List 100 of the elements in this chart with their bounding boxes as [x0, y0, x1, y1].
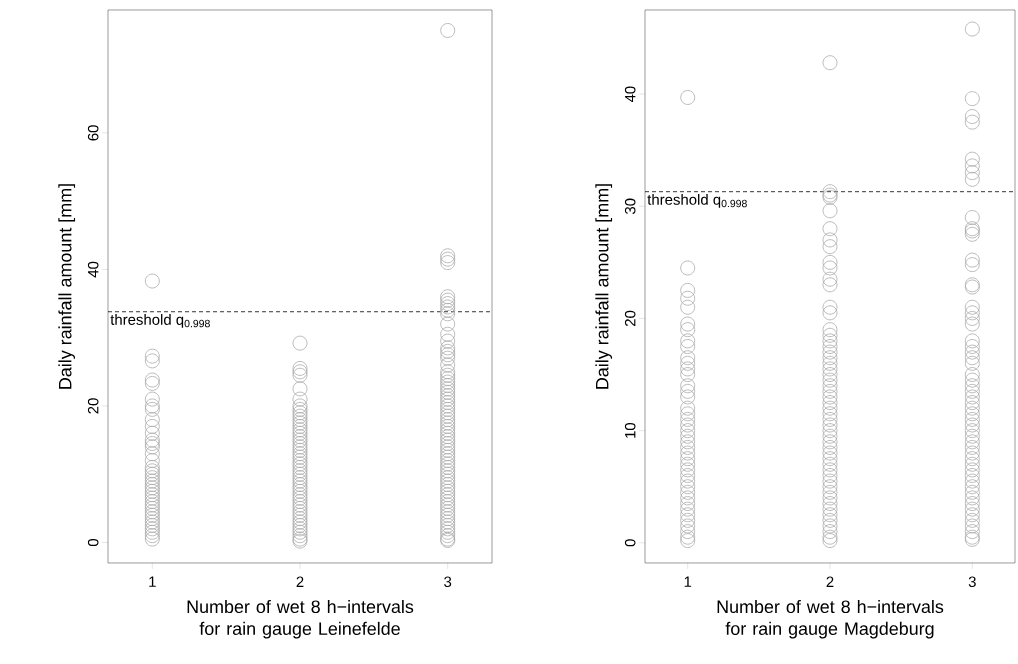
point	[680, 529, 696, 545]
point	[822, 484, 838, 500]
point	[822, 518, 838, 534]
point	[964, 440, 980, 455]
point	[680, 507, 696, 523]
point	[964, 372, 980, 388]
point	[964, 451, 980, 467]
point	[964, 445, 980, 461]
point	[144, 412, 160, 428]
x-axis-title: Number of wet 8 h−intervals for rain gauge Leinefelde	[187, 599, 414, 639]
point	[144, 425, 160, 441]
point	[822, 533, 838, 548]
point	[822, 434, 838, 450]
point	[822, 423, 838, 439]
point	[822, 451, 838, 467]
ref-line-label: threshold q$_{0.998}$	[647, 193, 747, 208]
point	[144, 436, 160, 451]
point	[964, 367, 980, 382]
point	[964, 257, 980, 273]
point	[822, 507, 838, 523]
point	[680, 355, 696, 371]
point	[680, 417, 696, 433]
point	[144, 477, 160, 492]
point	[144, 518, 160, 533]
point	[680, 445, 696, 461]
point	[680, 451, 696, 467]
x-tick-label: 2	[296, 576, 304, 587]
point	[680, 518, 696, 534]
point	[292, 361, 308, 376]
point	[822, 344, 838, 360]
point	[292, 335, 308, 351]
point	[964, 333, 980, 349]
point	[680, 468, 696, 483]
point	[680, 484, 696, 500]
point	[680, 350, 696, 366]
point	[964, 389, 980, 405]
point	[144, 391, 160, 407]
point	[964, 512, 980, 528]
point	[680, 462, 696, 478]
x-tick-label: 3	[968, 576, 976, 588]
point	[680, 322, 696, 338]
y-tick-label: 0	[87, 538, 99, 547]
point	[822, 203, 838, 219]
point	[822, 355, 838, 371]
point	[964, 383, 980, 399]
point	[680, 389, 696, 405]
point	[822, 400, 838, 416]
point	[822, 322, 838, 338]
point	[822, 232, 838, 248]
point	[680, 440, 696, 455]
point	[964, 434, 980, 450]
point	[822, 271, 838, 287]
point	[822, 417, 838, 433]
y-tick-label: 40	[87, 261, 99, 278]
point	[292, 494, 308, 509]
point	[680, 406, 696, 422]
point	[144, 494, 160, 509]
point	[964, 378, 980, 394]
point	[680, 456, 696, 472]
point	[292, 456, 308, 472]
y-tick-label: 10	[624, 422, 636, 438]
point	[680, 260, 696, 276]
point	[822, 260, 838, 276]
point	[822, 428, 838, 444]
y-tick-label: 60	[87, 125, 99, 141]
point	[964, 417, 980, 433]
y-tick-label: 30	[624, 198, 636, 215]
point	[822, 254, 838, 270]
point	[144, 446, 160, 462]
point	[822, 490, 838, 506]
x-tick-label: 3	[444, 576, 452, 588]
point	[680, 290, 696, 306]
point	[964, 210, 980, 225]
point	[822, 512, 838, 528]
point	[964, 350, 980, 366]
point	[822, 440, 838, 455]
point	[292, 436, 308, 451]
point	[680, 496, 696, 511]
point	[680, 490, 696, 506]
point	[822, 367, 838, 382]
x-tick-label: 1	[684, 576, 692, 587]
point	[144, 273, 160, 289]
point	[964, 114, 980, 130]
point	[964, 165, 980, 181]
point	[964, 518, 980, 534]
point	[822, 456, 838, 472]
point	[964, 501, 980, 517]
point	[822, 412, 838, 427]
y-tick-label: 20	[624, 310, 636, 327]
point	[964, 21, 980, 37]
point	[144, 348, 160, 364]
point	[964, 171, 980, 187]
point	[680, 299, 696, 315]
point	[964, 158, 980, 174]
point	[822, 378, 838, 394]
point	[964, 316, 980, 332]
point	[680, 361, 696, 377]
point	[144, 353, 160, 369]
point	[822, 479, 838, 495]
point	[964, 339, 980, 354]
